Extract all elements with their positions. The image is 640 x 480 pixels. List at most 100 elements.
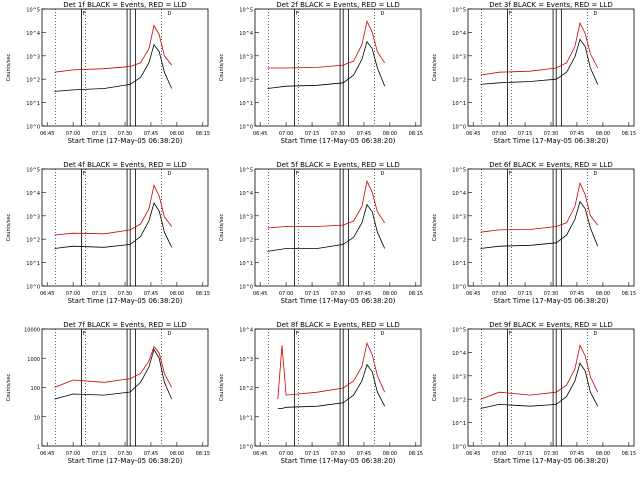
x-axis-label: Start Time (17-May-05 06:38:20): [280, 297, 395, 305]
detector-panel-2: Det 2f BLACK = Events, RED = LLD F D 10^0 10…: [213, 0, 426, 160]
chart-title: Det 7f BLACK = Events, RED = LLD: [63, 321, 186, 329]
detector-panel-6: Det 6f BLACK = Events, RED = LLD F D 10^0 10…: [426, 160, 639, 320]
series-red-line: [480, 344, 599, 400]
y-tick-label: 10^5: [239, 8, 253, 14]
y-tick-label: 10^5: [26, 8, 40, 14]
x-tick-label: 07:30: [118, 131, 132, 137]
x-tick-label: 06:45: [253, 131, 267, 137]
series-red-line: [54, 184, 173, 236]
series-black-line: [54, 348, 173, 400]
x-tick-label: 08:00: [596, 131, 610, 137]
x-axis-label: Start Time (17-May-05 06:38:20): [67, 137, 182, 145]
chart-title: Det 4f BLACK = Events, RED = LLD: [63, 161, 186, 169]
series-red-line: [267, 179, 386, 229]
series-black-line: [277, 363, 386, 409]
series-red-line: [54, 345, 173, 388]
interval-label: F: [83, 171, 86, 177]
x-tick-label: 08:00: [170, 451, 184, 457]
y-tick-label: 10^3: [452, 54, 466, 60]
y-tick-label: 10^2: [239, 78, 253, 84]
x-tick-label: 07:00: [279, 291, 293, 297]
y-tick-label: 10^3: [26, 54, 40, 60]
x-tick-label: 08:00: [170, 291, 184, 297]
x-tick-label: 07:15: [518, 131, 532, 137]
x-tick-label: 07:15: [92, 291, 106, 297]
chart-title: Det 1f BLACK = Events, RED = LLD: [63, 1, 186, 9]
x-tick-label: 06:45: [466, 131, 480, 137]
y-tick-label: 10^1: [239, 261, 253, 267]
interval-label: D: [168, 171, 172, 177]
y-tick-label: 10^2: [26, 238, 40, 244]
x-tick-label: 07:15: [305, 291, 319, 297]
x-tick-label: 06:45: [40, 291, 54, 297]
x-tick-label: 07:00: [66, 451, 80, 457]
series-red-line: [480, 181, 599, 233]
x-tick-label: 08:00: [170, 131, 184, 137]
series-black-line: [267, 40, 386, 89]
x-tick-label: 06:45: [466, 451, 480, 457]
x-tick-label: 06:45: [253, 291, 267, 297]
interval-label: D: [594, 11, 598, 17]
x-tick-label: 07:00: [66, 291, 80, 297]
interval-label: F: [509, 11, 512, 17]
plot-frame: [254, 328, 422, 447]
interval-label: D: [594, 171, 598, 177]
interval-label: F: [83, 331, 86, 337]
chart-svg: Det 3f BLACK = Events, RED = LLD F D 10^0 10…: [432, 1, 636, 145]
detector-panel-3: Det 3f BLACK = Events, RED = LLD F D 10^0 10…: [426, 0, 639, 160]
chart-title: Det 2f BLACK = Events, RED = LLD: [276, 1, 399, 9]
chart-title: Det 3f BLACK = Events, RED = LLD: [489, 1, 612, 9]
y-tick-label: 10^4: [26, 191, 40, 197]
plot-frame: [41, 328, 209, 447]
x-tick-label: 08:00: [383, 131, 397, 137]
chart-title: Det 9f BLACK = Events, RED = LLD: [489, 321, 612, 329]
x-axis-label: Start Time (17-May-05 06:38:20): [493, 137, 608, 145]
y-tick-label: 10^1: [26, 101, 40, 107]
detector-panel-1: Det 1f BLACK = Events, RED = LLD F D 10^0 10…: [0, 0, 213, 160]
detector-panel-7: Det 7f BLACK = Events, RED = LLD F D 1 10 100…: [0, 320, 213, 480]
chart-svg: Det 2f BLACK = Events, RED = LLD F D 10^0 10…: [219, 1, 423, 145]
y-axis-label: Counts/sec: [6, 213, 12, 241]
chart-svg: Det 5f BLACK = Events, RED = LLD F D 10^0 10…: [219, 161, 423, 305]
y-tick-label: 10^4: [452, 351, 466, 357]
y-tick-label: 10^0: [452, 125, 466, 131]
chart-svg: Det 1f BLACK = Events, RED = LLD F D 10^0 10…: [6, 1, 210, 145]
x-tick-label: 07:15: [92, 131, 106, 137]
plot-frame: [467, 328, 635, 447]
y-tick-label: 10^2: [452, 78, 466, 84]
y-tick-label: 10^5: [26, 168, 40, 174]
x-tick-label: 07:30: [544, 291, 558, 297]
x-tick-label: 07:30: [544, 451, 558, 457]
x-tick-label: 07:00: [279, 451, 293, 457]
x-axis-label: Start Time (17-May-05 06:38:20): [67, 297, 182, 305]
x-tick-label: 08:15: [622, 131, 636, 137]
y-tick-label: 10^3: [452, 374, 466, 380]
x-tick-label: 08:15: [196, 451, 210, 457]
x-axis-label: Start Time (17-May-05 06:38:20): [493, 297, 608, 305]
y-tick-label: 10^3: [239, 214, 253, 220]
x-tick-label: 08:00: [596, 451, 610, 457]
series-red-line: [54, 24, 173, 73]
x-tick-label: 07:15: [305, 131, 319, 137]
x-tick-label: 08:15: [409, 451, 423, 457]
y-tick-label: 10^0: [452, 445, 466, 451]
x-tick-label: 08:15: [409, 291, 423, 297]
y-axis-label: Counts/sec: [432, 53, 438, 81]
detector-panel-9: Det 9f BLACK = Events, RED = LLD F D 10^0 10…: [426, 320, 639, 480]
x-tick-label: 08:15: [622, 291, 636, 297]
plot-frame: [41, 8, 209, 127]
x-tick-label: 07:15: [305, 451, 319, 457]
y-tick-label: 10^5: [452, 168, 466, 174]
x-tick-label: 07:30: [544, 131, 558, 137]
y-axis-label: Counts/sec: [6, 53, 12, 81]
y-tick-label: 10^4: [239, 191, 253, 197]
x-tick-label: 07:30: [118, 291, 132, 297]
series-red-line: [267, 19, 386, 69]
series-black-line: [480, 200, 599, 249]
y-tick-label: 10^2: [452, 238, 466, 244]
y-tick-label: 10^0: [239, 285, 253, 291]
detector-panel-5: Det 5f BLACK = Events, RED = LLD F D 10^0 10…: [213, 160, 426, 320]
interval-label: F: [296, 11, 299, 17]
y-axis-label: Counts/sec: [432, 213, 438, 241]
y-tick-label: 10^3: [452, 214, 466, 220]
